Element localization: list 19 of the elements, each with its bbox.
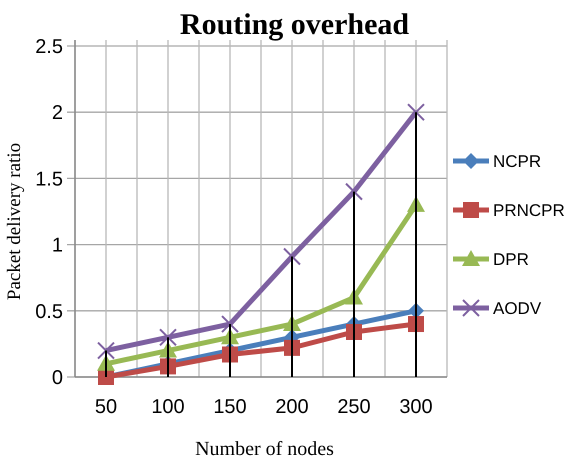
x-tick-label: 200 [275,396,309,418]
legend-label: NCPR [493,152,542,171]
legend-label: PRNCPR [493,201,565,220]
y-tick-label: 2 [52,102,63,124]
x-tick-label: 250 [337,396,371,418]
legend-label: DPR [493,250,529,269]
x-tick-label: 300 [399,396,433,418]
chart-title: Routing overhead [180,8,410,41]
x-axis-title: Number of nodes [195,438,334,460]
x-tick-label: 100 [151,396,185,418]
y-tick-label: 1 [52,234,63,257]
x-tick-label: 150 [213,396,247,418]
y-tick-label: 1.5 [35,168,63,190]
x-tick-label: 50 [94,396,118,418]
y-axis-title: Packet delivery ratio [4,142,25,300]
y-tick-label: 0 [52,367,63,389]
y-tick-label: 2.5 [35,36,63,58]
legend-label: AODV [493,299,542,318]
y-tick-label: 0.5 [35,300,63,323]
